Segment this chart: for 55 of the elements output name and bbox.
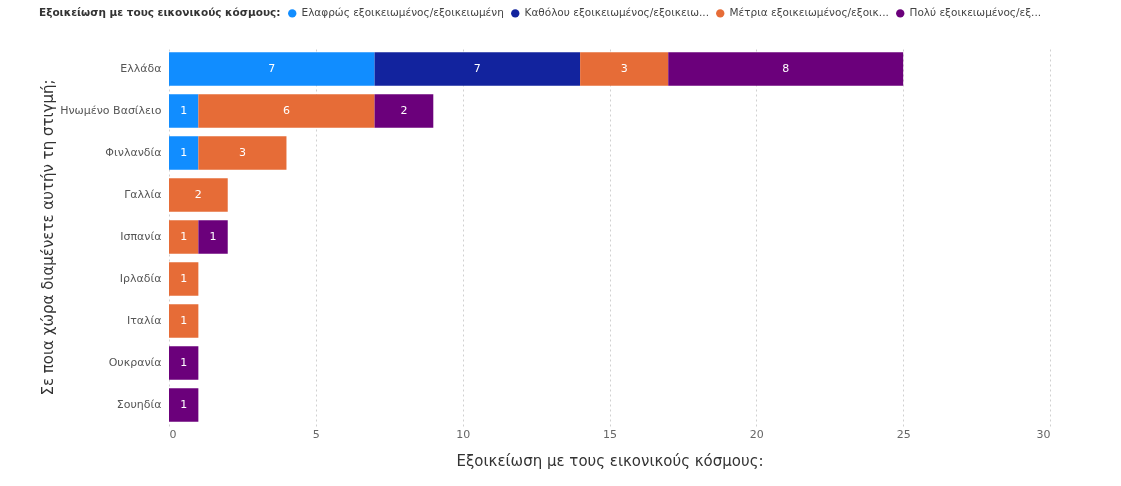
y-tick-label: Ελλάδα — [120, 62, 162, 75]
x-tick-label: 20 — [749, 427, 764, 441]
bar — [580, 52, 669, 86]
legend-label: Πολύ εξοικειωμένος/εξ... — [909, 6, 1042, 19]
data-label: 1 — [180, 146, 188, 159]
x-tick-label: 5 — [312, 427, 320, 441]
y-tick-label: Φινλανδία — [105, 146, 162, 159]
bar — [374, 94, 434, 128]
x-tick-label: 0 — [169, 427, 177, 441]
y-tick-label: Σουηδία — [116, 398, 162, 411]
data-label: 8 — [782, 62, 790, 75]
data-label: 3 — [238, 146, 246, 159]
bar — [198, 220, 228, 254]
data-label: 1 — [180, 230, 188, 243]
legend-title: Εξοικείωση με τους εικονικούς κόσμους: — [39, 6, 281, 18]
data-label: 2 — [400, 104, 408, 117]
bar — [169, 262, 199, 296]
x-tick-label: 10 — [456, 427, 471, 441]
bar — [169, 304, 199, 338]
data-label: 1 — [180, 272, 188, 285]
data-label: 1 — [180, 314, 188, 327]
data-label: 1 — [209, 230, 217, 243]
legend-label: Καθόλου εξοικειωμένος/εξοικειω... — [524, 6, 709, 19]
legend-label: Μέτρια εξοικειωμένος/εξοικ... — [729, 6, 889, 19]
data-label: 6 — [282, 104, 290, 117]
y-tick-label: Ηνωμένο Βασίλειο — [60, 104, 162, 117]
bar — [169, 346, 199, 380]
y-tick-label: Ιταλία — [126, 314, 162, 327]
bar — [198, 94, 375, 128]
data-label: 1 — [180, 104, 188, 117]
y-tick-label: Ιρλαδία — [119, 272, 162, 285]
bar — [169, 220, 199, 254]
data-label: 7 — [473, 62, 481, 75]
bar — [169, 178, 228, 212]
bar — [374, 52, 581, 86]
bar — [169, 94, 199, 128]
data-label: 3 — [620, 62, 628, 75]
bar — [169, 388, 199, 422]
data-label: 1 — [180, 398, 188, 411]
y-tick-label: Γαλλία — [124, 188, 162, 201]
x-tick-label: 25 — [896, 427, 911, 441]
data-label: 7 — [268, 62, 276, 75]
bar — [198, 136, 287, 170]
x-tick-label: 15 — [603, 427, 617, 441]
x-tick-label: 30 — [1036, 427, 1051, 441]
legend-label: Ελαφρώς εξοικειωμένος/εξοικειωμένη — [301, 6, 504, 19]
data-label: 1 — [180, 356, 188, 369]
data-label: 2 — [194, 188, 202, 201]
x-axis-title: Εξοικείωση με τους εικονικούς κόσμους: — [456, 451, 764, 470]
y-tick-label: Ισπανία — [120, 230, 162, 243]
y-axis-title: Σε ποια χώρα διαμένετε αυτήν τη στιγμή; — [39, 79, 58, 396]
bar — [169, 52, 375, 86]
bar — [169, 136, 199, 170]
y-tick-label: Ουκρανία — [108, 356, 162, 369]
bar — [668, 52, 904, 86]
